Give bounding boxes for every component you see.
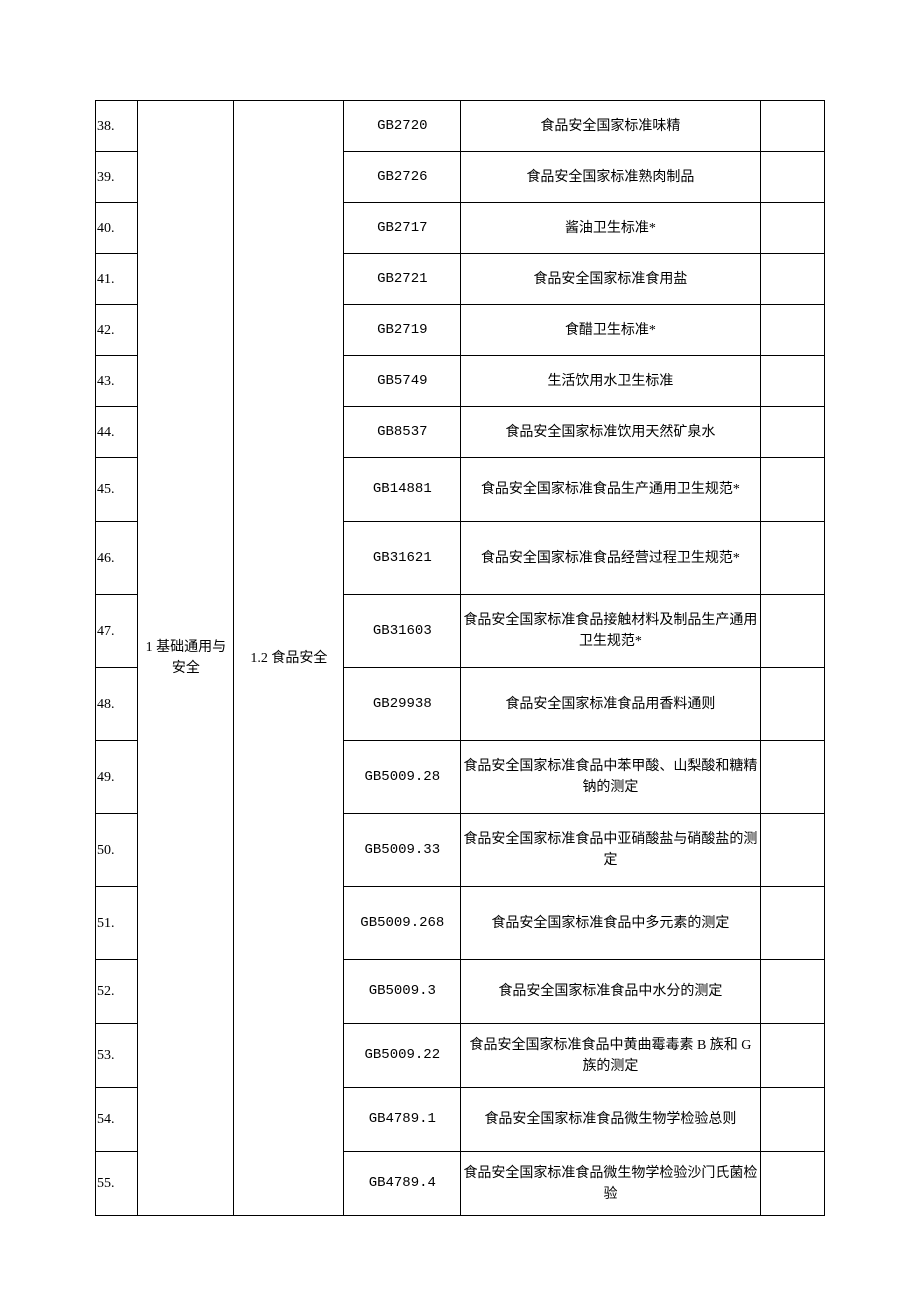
- row-index: 52.: [96, 960, 138, 1024]
- row-index: 45.: [96, 458, 138, 522]
- standard-title: 酱油卫生标准*: [461, 203, 760, 254]
- empty-cell: [760, 595, 824, 668]
- category-2: 1.2 食品安全: [234, 101, 344, 1216]
- row-index: 47.: [96, 595, 138, 668]
- row-index: 50.: [96, 814, 138, 887]
- row-index: 54.: [96, 1088, 138, 1152]
- standard-code: GB4789.4: [344, 1152, 461, 1216]
- row-index: 55.: [96, 1152, 138, 1216]
- row-index: 53.: [96, 1024, 138, 1088]
- standard-code: GB14881: [344, 458, 461, 522]
- standard-code: GB31603: [344, 595, 461, 668]
- standard-code: GB2721: [344, 254, 461, 305]
- row-index: 49.: [96, 741, 138, 814]
- empty-cell: [760, 814, 824, 887]
- row-index: 39.: [96, 152, 138, 203]
- empty-cell: [760, 1152, 824, 1216]
- document-page: 38. 1 基础通用与安全 1.2 食品安全 GB2720 食品安全国家标准味精…: [0, 0, 920, 1296]
- standard-title: 食品安全国家标准食品中苯甲酸、山梨酸和糖精钠的测定: [461, 741, 760, 814]
- standard-code: GB4789.1: [344, 1088, 461, 1152]
- standard-title: 食品安全国家标准食品用香料通则: [461, 668, 760, 741]
- empty-cell: [760, 1088, 824, 1152]
- standard-title: 食品安全国家标准味精: [461, 101, 760, 152]
- row-index: 46.: [96, 522, 138, 595]
- row-index: 48.: [96, 668, 138, 741]
- empty-cell: [760, 254, 824, 305]
- standard-code: GB2726: [344, 152, 461, 203]
- category-1: 1 基础通用与安全: [138, 101, 234, 1216]
- standard-code: GB8537: [344, 407, 461, 458]
- empty-cell: [760, 1024, 824, 1088]
- row-index: 38.: [96, 101, 138, 152]
- standard-title: 食品安全国家标准食品生产通用卫生规范*: [461, 458, 760, 522]
- row-index: 40.: [96, 203, 138, 254]
- standard-title: 食品安全国家标准食品接触材料及制品生产通用卫生规范*: [461, 595, 760, 668]
- standard-title: 食品安全国家标准食品经营过程卫生规范*: [461, 522, 760, 595]
- empty-cell: [760, 458, 824, 522]
- standard-code: GB2719: [344, 305, 461, 356]
- empty-cell: [760, 887, 824, 960]
- standard-code: GB5009.3: [344, 960, 461, 1024]
- standard-title: 食品安全国家标准食品中水分的测定: [461, 960, 760, 1024]
- standard-title: 食品安全国家标准食用盐: [461, 254, 760, 305]
- standard-code: GB29938: [344, 668, 461, 741]
- empty-cell: [760, 152, 824, 203]
- empty-cell: [760, 101, 824, 152]
- row-index: 43.: [96, 356, 138, 407]
- empty-cell: [760, 522, 824, 595]
- empty-cell: [760, 960, 824, 1024]
- standard-title: 食品安全国家标准食品中亚硝酸盐与硝酸盐的测定: [461, 814, 760, 887]
- empty-cell: [760, 668, 824, 741]
- standard-title: 食品安全国家标准食品微生物学检验总则: [461, 1088, 760, 1152]
- standard-code: GB5009.22: [344, 1024, 461, 1088]
- standard-code: GB5009.33: [344, 814, 461, 887]
- row-index: 51.: [96, 887, 138, 960]
- standard-title: 生活饮用水卫生标准: [461, 356, 760, 407]
- empty-cell: [760, 407, 824, 458]
- empty-cell: [760, 356, 824, 407]
- standard-title: 食品安全国家标准熟肉制品: [461, 152, 760, 203]
- standards-table: 38. 1 基础通用与安全 1.2 食品安全 GB2720 食品安全国家标准味精…: [95, 100, 825, 1216]
- empty-cell: [760, 203, 824, 254]
- empty-cell: [760, 305, 824, 356]
- standard-title: 食品安全国家标准饮用天然矿泉水: [461, 407, 760, 458]
- row-index: 41.: [96, 254, 138, 305]
- table-body: 38. 1 基础通用与安全 1.2 食品安全 GB2720 食品安全国家标准味精…: [96, 101, 825, 1216]
- row-index: 44.: [96, 407, 138, 458]
- standard-title: 食醋卫生标准*: [461, 305, 760, 356]
- standard-title: 食品安全国家标准食品微生物学检验沙门氏菌检验: [461, 1152, 760, 1216]
- empty-cell: [760, 741, 824, 814]
- table-row: 38. 1 基础通用与安全 1.2 食品安全 GB2720 食品安全国家标准味精: [96, 101, 825, 152]
- standard-code: GB2717: [344, 203, 461, 254]
- standard-code: GB31621: [344, 522, 461, 595]
- row-index: 42.: [96, 305, 138, 356]
- standard-title: 食品安全国家标准食品中多元素的测定: [461, 887, 760, 960]
- standard-code: GB5009.268: [344, 887, 461, 960]
- standard-title: 食品安全国家标准食品中黄曲霉毒素 B 族和 G 族的测定: [461, 1024, 760, 1088]
- standard-code: GB5749: [344, 356, 461, 407]
- standard-code: GB5009.28: [344, 741, 461, 814]
- standard-code: GB2720: [344, 101, 461, 152]
